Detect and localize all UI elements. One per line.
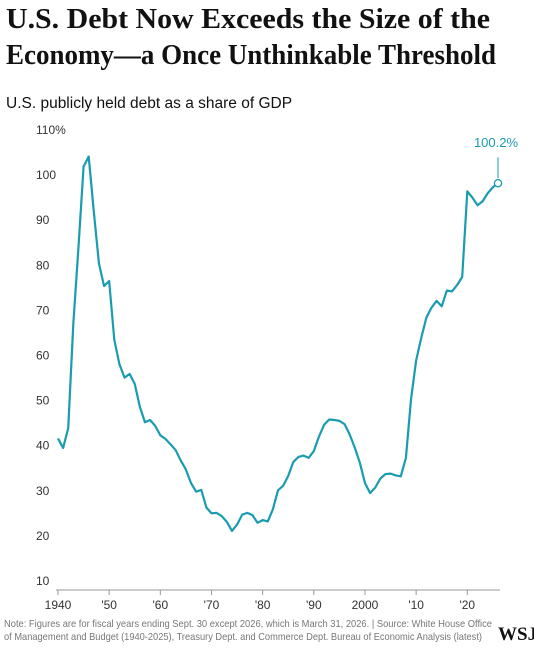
annotation-label: 100.2% — [474, 135, 519, 150]
x-tick-label: 2000 — [352, 598, 379, 612]
x-tick-label: '60 — [153, 598, 169, 612]
y-tick-label: 110% — [36, 123, 66, 137]
y-tick-label: 40 — [36, 439, 50, 453]
y-tick-label: 10 — [36, 574, 50, 588]
y-tick-label: 80 — [36, 258, 50, 272]
annotation-marker — [493, 178, 503, 188]
x-tick-label: '90 — [306, 598, 322, 612]
chart-title: U.S. Debt Now Exceeds the Size of the — [6, 3, 490, 35]
x-tick-label: 1940 — [45, 598, 72, 612]
x-tick-label: '80 — [255, 598, 271, 612]
y-tick-label: 90 — [36, 213, 50, 227]
note: Note: Figures are for fiscal years endin… — [4, 619, 492, 630]
x-tick-label: '70 — [204, 598, 220, 612]
x-tick-label: '10 — [408, 598, 424, 612]
y-tick-label: 50 — [36, 394, 50, 408]
y-tick-label: 20 — [36, 529, 50, 543]
y-tick-label: 100 — [36, 168, 56, 182]
y-tick-label: 70 — [36, 303, 50, 317]
chart-subtitle: U.S. publicly held debt as a share of GD… — [6, 95, 292, 112]
x-tick-label: '20 — [459, 598, 475, 612]
logo: WSJ — [498, 624, 534, 645]
chart-title: Economy—a Once Unthinkable Threshold — [6, 39, 496, 71]
x-tick-label: '50 — [101, 598, 117, 612]
y-tick-label: 30 — [36, 484, 50, 498]
line — [57, 155, 499, 533]
y-tick-label: 60 — [36, 349, 50, 363]
note: of Management and Budget (1940-2025), Tr… — [4, 632, 482, 643]
